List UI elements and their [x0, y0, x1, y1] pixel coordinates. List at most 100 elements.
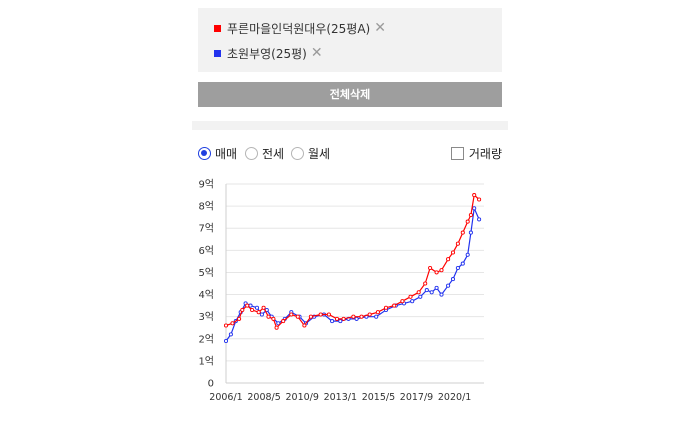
data-point — [223, 323, 229, 328]
data-point — [330, 319, 335, 324]
data-point — [428, 265, 433, 271]
data-point — [468, 230, 473, 235]
y-tick-label: 2억 — [198, 333, 214, 345]
radio-label: 월세 — [308, 147, 331, 161]
radio-monthly-rent[interactable]: 월세 — [291, 145, 330, 162]
data-point — [374, 314, 379, 319]
data-point — [446, 283, 451, 288]
radio-unselected-icon — [291, 147, 304, 160]
data-point — [477, 217, 482, 222]
data-point — [423, 281, 428, 286]
data-point — [295, 314, 300, 319]
data-point — [477, 197, 482, 202]
data-point — [245, 303, 250, 308]
checkbox-icon — [450, 147, 464, 160]
data-point — [472, 193, 477, 198]
data-point — [450, 250, 456, 255]
data-point — [259, 312, 264, 317]
radio-sale[interactable]: 매매 — [198, 145, 237, 162]
data-point — [351, 314, 356, 319]
y-tick-label: 3억 — [198, 311, 214, 323]
data-point — [276, 321, 281, 326]
data-point — [256, 310, 261, 315]
radio-unselected-icon — [245, 147, 258, 160]
volume-checkbox[interactable]: 거래량 — [450, 145, 502, 162]
data-point — [318, 312, 323, 317]
data-point — [408, 294, 413, 299]
data-point — [341, 316, 346, 321]
legend-item-puleunmaeul: 푸른마을인덕원대우(25평A) ✕ — [214, 18, 386, 38]
close-icon[interactable]: ✕ — [310, 45, 323, 61]
data-point — [465, 219, 470, 224]
data-point — [240, 307, 245, 313]
data-point — [383, 305, 389, 310]
y-tick-label: 0 — [208, 379, 214, 390]
data-point — [460, 230, 465, 235]
data-point — [416, 290, 421, 295]
data-point — [418, 294, 423, 299]
data-point — [223, 338, 229, 344]
radio-label: 매매 — [215, 147, 238, 161]
x-tick-label: 2017/9 — [400, 392, 433, 403]
data-point — [472, 206, 477, 211]
radio-jeonse[interactable]: 전세 — [245, 145, 284, 162]
data-point — [450, 277, 456, 282]
data-point — [338, 319, 343, 324]
data-point — [455, 241, 460, 246]
data-point — [354, 316, 359, 321]
y-tick-label: 8억 — [198, 201, 214, 213]
data-point — [465, 252, 470, 257]
data-point — [460, 261, 465, 266]
radio-selected-icon — [198, 147, 211, 160]
close-icon[interactable]: ✕ — [374, 20, 386, 36]
data-point — [308, 314, 313, 319]
y-tick-label: 5억 — [198, 267, 214, 279]
data-point — [434, 270, 439, 275]
data-point — [250, 307, 255, 313]
data-point — [274, 325, 279, 330]
data-point — [228, 332, 233, 337]
delete-all-button[interactable]: 전체삭제 — [198, 82, 502, 107]
data-point — [400, 299, 405, 304]
data-point — [468, 212, 473, 218]
y-tick-label: 7억 — [198, 223, 214, 235]
data-point — [271, 316, 276, 321]
data-point — [302, 323, 307, 328]
data-point — [281, 319, 286, 324]
section-divider — [192, 121, 508, 130]
blue-square-icon — [214, 49, 221, 57]
x-tick-label: 2020/1 — [438, 392, 471, 403]
price-chart: 0 1억 2억 3억 4억 5억 6억 7억 8억 9억 2006/1 2008/5 2010/9 201… — [198, 179, 484, 403]
y-tick-label: 9억 — [198, 179, 214, 191]
x-tick-label: 2006/1 — [209, 392, 242, 403]
checkbox-label: 거래량 — [468, 147, 502, 161]
data-point — [455, 265, 460, 271]
red-square-icon — [214, 24, 221, 32]
data-point — [261, 305, 266, 310]
data-point — [410, 299, 415, 304]
data-point — [446, 257, 451, 262]
data-point — [237, 316, 242, 321]
x-tick-label: 2010/9 — [285, 392, 318, 403]
selected-apartments-panel: 푸른마을인덕원대우(25평A) ✕ 초원부영(25평) ✕ — [198, 8, 502, 72]
deal-type-options: 매매 전세 월세 거래량 — [198, 145, 502, 163]
x-tick-label: 2015/5 — [362, 392, 395, 403]
data-point — [254, 305, 260, 310]
data-point — [248, 303, 253, 308]
radio-label: 전세 — [262, 147, 285, 161]
data-point — [334, 316, 340, 321]
data-point — [289, 312, 294, 317]
data-point — [266, 314, 271, 319]
data-point — [424, 288, 429, 293]
x-tick-label: 2008/5 — [247, 392, 280, 403]
data-point — [326, 312, 331, 317]
data-point — [429, 290, 434, 295]
x-tick-label: 2013/1 — [324, 392, 357, 403]
data-point — [392, 303, 397, 308]
y-tick-label: 1억 — [198, 355, 214, 367]
data-point — [439, 268, 444, 273]
data-point — [230, 321, 235, 326]
y-tick-label: 4억 — [198, 289, 214, 301]
legend-item-chowonbuyoung: 초원부영(25평) ✕ — [214, 43, 323, 63]
data-point — [359, 314, 364, 319]
